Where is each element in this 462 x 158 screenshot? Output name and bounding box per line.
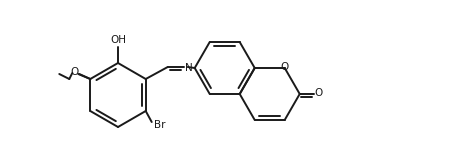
Text: Br: Br [154,120,165,130]
Text: O: O [70,67,79,77]
Text: N: N [185,63,193,73]
Text: O: O [280,62,289,72]
Text: O: O [315,88,323,98]
Text: OH: OH [110,35,126,45]
